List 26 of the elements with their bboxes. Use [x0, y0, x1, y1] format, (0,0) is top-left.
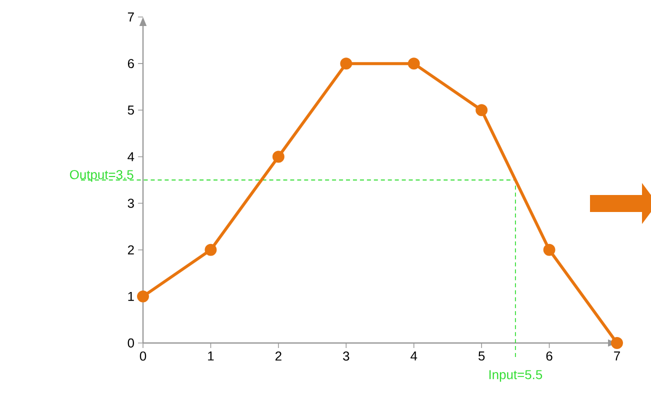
x-tick-label: 7 [614, 352, 620, 360]
x-tick-label: 1 [208, 352, 214, 360]
point [408, 58, 420, 70]
x-tick-label: 2 [275, 351, 282, 361]
point [137, 290, 149, 302]
point [611, 337, 623, 349]
ref-line-label: Input=5.5 [489, 370, 542, 382]
y-tick-label: 3 [128, 198, 134, 208]
point [204, 244, 217, 256]
x-tick-label: 5 [478, 352, 485, 361]
point [543, 244, 556, 256]
x-tick-label: 3 [343, 351, 350, 361]
point [272, 150, 284, 163]
y-tick-label: 0 [128, 338, 134, 348]
ref-line-label: Output=3.5 [70, 170, 134, 182]
y-tick-label: 4 [128, 152, 134, 162]
y-tick-label: 6 [128, 58, 134, 68]
x-tick-label: 6 [546, 351, 552, 361]
y-tick-label: 7 [128, 12, 134, 22]
point [340, 58, 352, 70]
y-tick-label: 1 [128, 292, 134, 301]
point [476, 104, 488, 116]
x-tick-label: 0 [140, 351, 146, 361]
y-tick-label: 5 [128, 106, 134, 115]
y-tick-label: 2 [128, 245, 134, 254]
x-tick-label: 4 [410, 352, 418, 360]
